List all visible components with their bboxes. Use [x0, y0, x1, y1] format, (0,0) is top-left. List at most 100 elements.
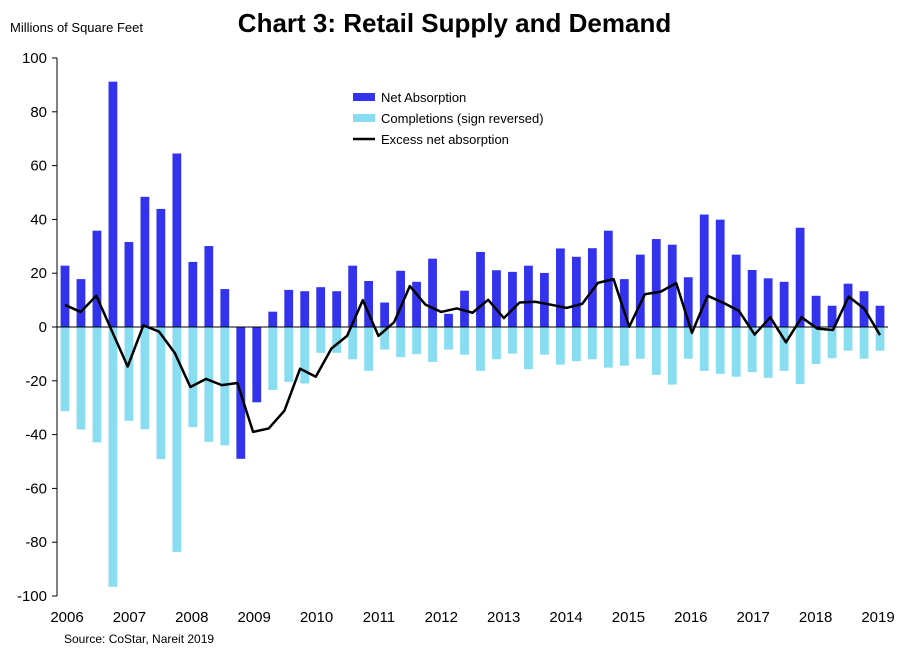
x-tick-label: 2017 — [737, 609, 770, 626]
completions-bar — [172, 327, 182, 552]
x-tick-label: 2013 — [487, 609, 520, 626]
net-absorption-bar — [683, 277, 693, 327]
net-absorption-bar — [140, 196, 150, 327]
x-tick-label: 2011 — [363, 609, 395, 626]
legend-completions-label: Completions (sign reversed) — [381, 111, 544, 126]
net-absorption-bar — [555, 248, 565, 327]
completions-bar — [859, 327, 869, 359]
completions-bar — [843, 327, 853, 351]
completions-bar — [795, 327, 805, 385]
y-axis-label: Millions of Square Feet — [10, 20, 143, 35]
net-absorption-bar — [715, 219, 725, 327]
completions-bar — [76, 327, 86, 430]
completions-bar — [699, 327, 709, 371]
x-tick-label: 2007 — [113, 609, 146, 626]
completions-bar — [731, 327, 741, 377]
completions-bar — [651, 327, 661, 375]
completions-bar — [444, 327, 453, 350]
net-absorption-bar — [268, 311, 278, 327]
net-absorption-bar — [364, 281, 374, 327]
completions-bars — [60, 327, 885, 587]
y-tick-label: 0 — [39, 319, 47, 336]
x-tick-label: 2009 — [237, 609, 270, 626]
x-tick-label: 2016 — [674, 609, 707, 626]
net-absorption-bar — [124, 241, 134, 327]
completions-bar — [747, 327, 757, 373]
completions-bar — [140, 327, 150, 430]
net-absorption-bar — [396, 270, 405, 327]
net-absorption-bar — [763, 278, 773, 327]
net-absorption-bar — [635, 254, 645, 327]
completions-bar — [412, 327, 421, 355]
completions-bar — [380, 327, 390, 350]
completions-bar — [428, 327, 437, 362]
legend: Net Absorption Completions (sign reversed… — [353, 90, 544, 147]
legend-net-absorption-label: Net Absorption — [381, 90, 466, 105]
completions-bar — [460, 327, 469, 355]
completions-bar — [188, 327, 198, 428]
completions-bar — [316, 327, 326, 353]
legend-completions-swatch — [353, 114, 375, 122]
net-absorption-bar — [651, 239, 661, 327]
net-absorption-bar — [428, 258, 437, 327]
net-absorption-bar — [779, 281, 789, 327]
net-absorption-bar — [220, 289, 230, 327]
x-tick-label: 2018 — [799, 609, 832, 626]
completions-bar — [555, 327, 565, 365]
completions-bar — [603, 327, 613, 368]
y-tick-label: 80 — [30, 104, 47, 121]
completions-bar — [683, 327, 693, 359]
x-tick-label: 2015 — [612, 609, 645, 626]
net-absorption-bar — [508, 271, 517, 327]
completions-bar — [300, 327, 310, 384]
net-absorption-bar — [316, 287, 326, 327]
net-absorption-bar — [875, 305, 885, 327]
completions-bar — [587, 327, 597, 360]
y-tick-label: -20 — [25, 373, 47, 390]
completions-bar — [619, 327, 629, 366]
y-tick-label: -40 — [25, 427, 47, 444]
net-absorption-bar — [476, 251, 485, 327]
completions-bar — [348, 327, 358, 360]
completions-bar — [332, 327, 342, 353]
y-tick-label: 100 — [22, 50, 47, 67]
net-absorption-bar — [587, 248, 597, 327]
y-tick-label: 20 — [30, 265, 47, 282]
completions-bar — [635, 327, 645, 359]
net-absorption-bar — [699, 214, 709, 327]
completions-bar — [220, 327, 230, 446]
y-tick-label: -60 — [25, 480, 47, 497]
x-tick-label: 2008 — [175, 609, 208, 626]
completions-bar — [268, 327, 278, 390]
excess-net-absorption-line — [64, 277, 882, 434]
completions-bar — [492, 327, 501, 360]
completions-bar — [92, 327, 102, 443]
net-absorption-bar — [571, 256, 581, 327]
completions-bar — [571, 327, 581, 362]
net-absorption-bar — [108, 81, 118, 327]
completions-bar — [284, 327, 294, 382]
y-tick-label: -100 — [17, 588, 47, 605]
y-tick-label: -80 — [25, 534, 47, 551]
completions-bar — [811, 327, 821, 365]
net-absorption-bar — [524, 265, 533, 327]
legend-net-absorption-swatch — [353, 93, 375, 101]
net-absorption-bar — [540, 272, 549, 327]
net-absorption-bar — [204, 246, 214, 327]
chart-title: Chart 3: Retail Supply and Demand — [237, 8, 672, 38]
net-absorption-bar — [348, 265, 358, 327]
completions-bar — [715, 327, 725, 374]
net-absorption-bar — [188, 261, 198, 327]
completions-bar — [540, 327, 549, 355]
net-absorption-bar — [156, 208, 166, 327]
net-absorption-bars — [60, 81, 885, 459]
completions-bar — [108, 327, 118, 587]
net-absorption-bar — [827, 305, 837, 327]
net-absorption-bar — [795, 227, 805, 327]
net-absorption-bar — [76, 279, 86, 327]
completions-bar — [524, 327, 533, 370]
x-tick-label: 2010 — [300, 609, 333, 626]
y-tick-label: 40 — [30, 211, 47, 228]
